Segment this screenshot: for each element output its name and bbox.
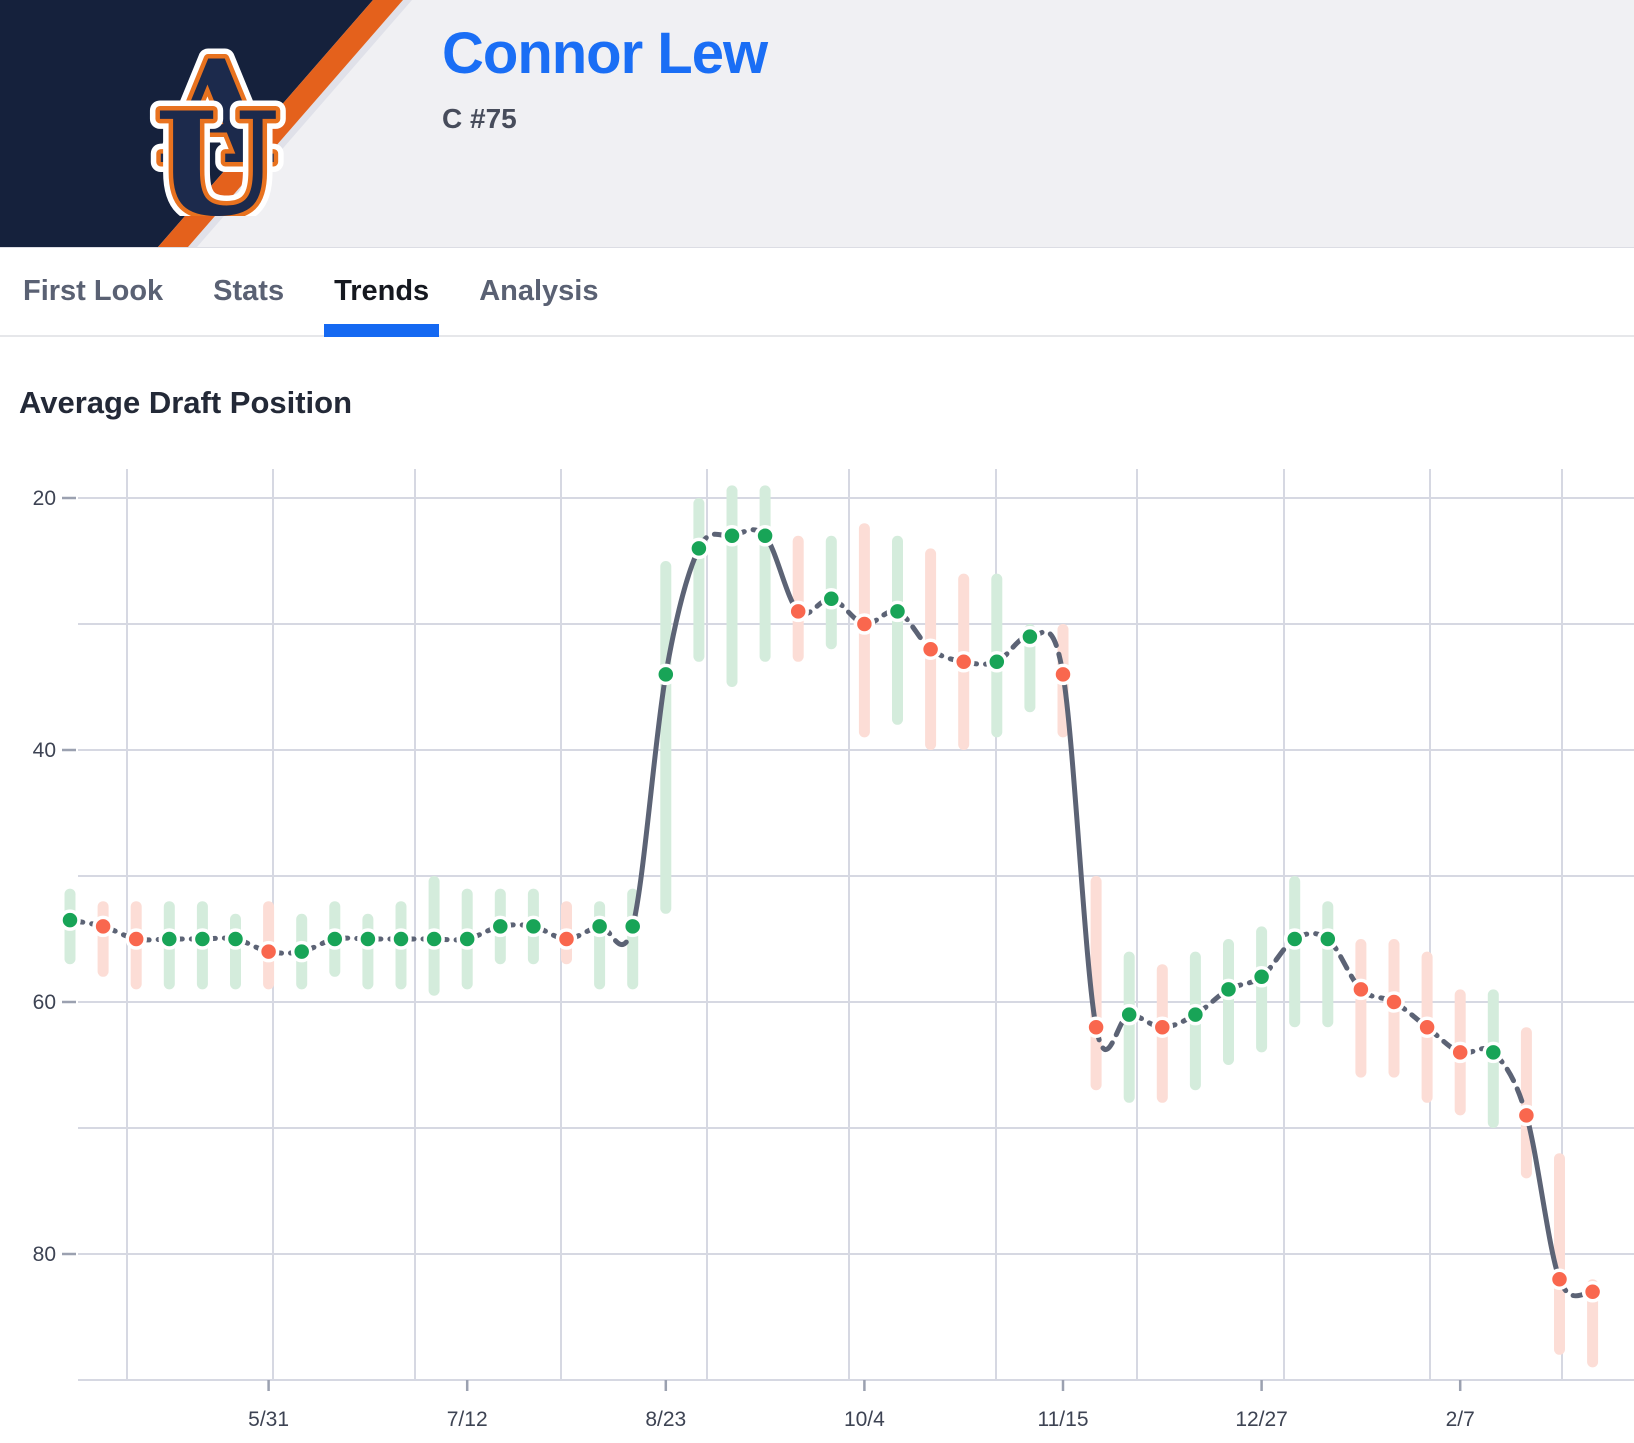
adp-point-1-10[interactable] — [1317, 928, 1339, 950]
x-axis-label: 12/27 — [1235, 1408, 1288, 1431]
tab-trends[interactable]: Trends — [324, 248, 440, 337]
adp-point-11-1[interactable] — [986, 651, 1008, 673]
adp-point-11-15[interactable] — [1052, 663, 1074, 686]
range-bar — [230, 913, 241, 990]
adp-point-12-27[interactable] — [1250, 966, 1273, 988]
adp-point-10-4[interactable] — [853, 613, 876, 635]
range-bar — [892, 535, 903, 725]
range-bar — [1256, 926, 1268, 1053]
range-bar — [660, 561, 672, 914]
range-bar — [693, 498, 705, 662]
player-header: A A U U Connor Lew C #75 — [0, 0, 1634, 248]
adp-trend-line-solid — [630, 533, 1562, 1282]
x-axis-label: 5/31 — [248, 1408, 289, 1431]
adp-point-10-11[interactable] — [886, 600, 909, 623]
adp-point-9-20[interactable] — [787, 600, 809, 623]
adp-point-7-19[interactable] — [489, 915, 512, 938]
range-bar — [726, 485, 738, 687]
adp-point-7-12[interactable] — [456, 928, 478, 950]
x-axis-label: 8/23 — [645, 1408, 686, 1431]
svg-text:U: U — [155, 82, 279, 216]
adp-point-12-20[interactable] — [1217, 978, 1240, 1001]
adp-point-12-6[interactable] — [1151, 1016, 1174, 1038]
tab-analysis[interactable]: Analysis — [479, 248, 598, 335]
adp-point-5-10[interactable] — [158, 928, 181, 950]
range-bar — [1355, 939, 1367, 1078]
range-bar — [1322, 901, 1334, 1028]
range-bar — [1289, 876, 1301, 1028]
adp-point-2-28[interactable] — [1548, 1268, 1571, 1290]
adp-point-11-8[interactable] — [1019, 625, 1041, 648]
adp-point-6-14[interactable] — [324, 928, 346, 950]
adp-point-5-31[interactable] — [257, 940, 280, 963]
x-axis-label: 2/7 — [1446, 1408, 1475, 1431]
tab-first-look[interactable]: First Look — [23, 248, 163, 335]
range-bar — [1520, 1027, 1532, 1179]
adp-point-1-3[interactable] — [1283, 928, 1306, 950]
range-bar — [1123, 951, 1135, 1103]
adp-point-9-27[interactable] — [820, 588, 843, 610]
adp-point-2-21[interactable] — [1515, 1104, 1538, 1127]
svg-text:A: A — [160, 30, 274, 196]
adp-point-5-24[interactable] — [224, 928, 247, 950]
tab-bar: First Look Stats Trends Analysis — [0, 248, 1634, 337]
y-axis-label: 80 — [33, 1243, 56, 1266]
adp-point-10-25[interactable] — [952, 651, 975, 673]
logo-letter-u: U — [155, 82, 279, 216]
adp-point-8-16[interactable] — [621, 915, 644, 938]
range-bar — [97, 901, 109, 977]
range-bar — [792, 535, 804, 662]
y-axis-label: 20 — [33, 487, 56, 510]
adp-point-4-19[interactable] — [59, 909, 81, 931]
adp-point-12-13[interactable] — [1184, 1003, 1207, 1026]
adp-point-7-26[interactable] — [522, 915, 545, 938]
adp-point-10-18[interactable] — [919, 638, 942, 660]
range-bar — [1554, 1153, 1565, 1355]
adp-point-9-13[interactable] — [754, 525, 776, 547]
adp-point-4-26[interactable] — [92, 915, 114, 938]
x-axis-label: 11/15 — [1038, 1408, 1089, 1431]
adp-point-9-6[interactable] — [721, 525, 743, 547]
range-bar — [594, 901, 606, 990]
adp-point-8-23[interactable] — [655, 663, 677, 686]
range-bar — [759, 485, 771, 662]
adp-point-1-31[interactable] — [1416, 1016, 1438, 1038]
chart-title: Average Draft Position — [19, 385, 353, 420]
header-diagonal-background — [0, 0, 412, 247]
adp-point-8-9[interactable] — [588, 915, 611, 938]
adp-point-5-3[interactable] — [125, 928, 147, 950]
adp-point-2-7[interactable] — [1449, 1041, 1471, 1064]
y-axis-label: 60 — [33, 991, 56, 1014]
adp-point-8-30[interactable] — [688, 537, 710, 560]
range-bar — [1223, 939, 1234, 1065]
adp-point-3-7[interactable] — [1581, 1281, 1604, 1303]
logo-letter-a: A — [160, 30, 274, 196]
player-position-number: C #75 — [442, 102, 517, 134]
adp-trend-chart: 20 40 60 80 5/31 7/12 8/23 10/4 11/15 12/27 2/7 — [33, 469, 1634, 1431]
adp-trend-line-dashed — [67, 527, 1596, 1299]
tab-stats[interactable]: Stats — [213, 248, 284, 335]
x-axis-label: 7/12 — [447, 1408, 488, 1431]
team-logo: A A U U — [145, 26, 289, 216]
adp-point-6-28[interactable] — [390, 928, 412, 950]
adp-point-6-7[interactable] — [290, 940, 313, 963]
y-axis-label: 40 — [33, 739, 56, 762]
adp-point-6-21[interactable] — [357, 928, 379, 950]
adp-point-5-17[interactable] — [191, 928, 214, 950]
x-axis-label: 10/4 — [844, 1408, 885, 1431]
adp-point-11-29[interactable] — [1118, 1003, 1140, 1026]
adp-point-11-22[interactable] — [1085, 1016, 1107, 1038]
adp-point-1-17[interactable] — [1350, 978, 1372, 1001]
adp-point-7-5[interactable] — [423, 928, 445, 950]
adp-point-1-24[interactable] — [1383, 991, 1405, 1013]
adp-point-8-2[interactable] — [555, 928, 578, 950]
range-bar — [362, 913, 374, 990]
adp-point-2-14[interactable] — [1482, 1041, 1505, 1064]
page-title: Connor Lew — [442, 21, 768, 86]
